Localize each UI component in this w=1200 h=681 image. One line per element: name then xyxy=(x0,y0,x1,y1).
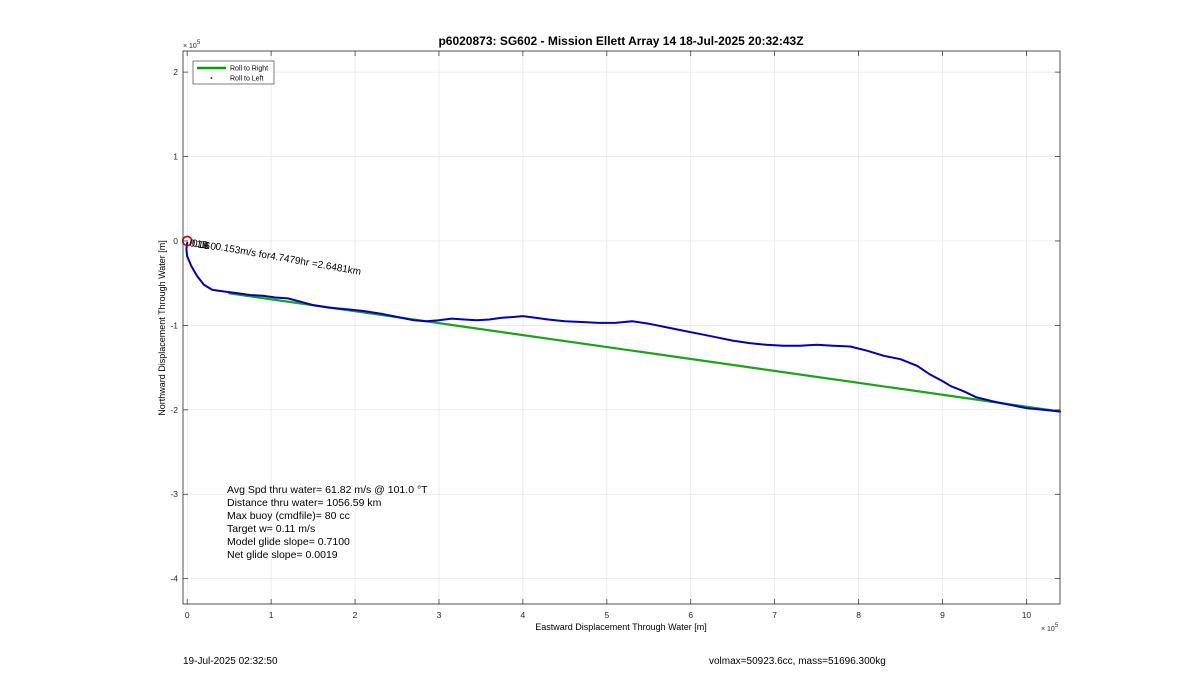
y-tick-label-3: -1 xyxy=(170,320,178,330)
stat-distance: Distance thru water= 1056.59 km xyxy=(227,497,382,509)
y-exponent-label: × 105 xyxy=(183,40,201,50)
plot-background xyxy=(183,51,1060,604)
stat-max-buoy: Max buoy (cmdfile)= 80 cc xyxy=(227,510,350,522)
track-annotation-1: 0.1 xyxy=(191,238,207,251)
plot-area: 0.160.11.60.00.153m/s for4.7479hr =2.648… xyxy=(170,50,1062,620)
grid-lines xyxy=(183,51,1060,604)
stats-block: Avg Spd thru water= 61.82 m/s @ 101.0 °T… xyxy=(227,484,428,562)
x-tick-label-8: 8 xyxy=(856,610,861,620)
footer-timestamp: 19-Jul-2025 02:32:50 xyxy=(183,656,278,667)
x-tick-label-9: 9 xyxy=(940,610,945,620)
x-exponent-base: × 10 xyxy=(1041,626,1055,633)
footer-vol-mass: volmax=50923.6cc, mass=51696.300kg xyxy=(709,656,886,667)
y-axis-label: Northward Displacement Through Water [m] xyxy=(157,240,167,416)
y-tick-label-0: -4 xyxy=(170,574,178,584)
y-tick-label-4: 0 xyxy=(173,236,178,246)
x-tick-label-2: 2 xyxy=(353,610,358,620)
x-axis-label: Eastward Displacement Through Water [m] xyxy=(535,622,707,632)
x-exponent-label: × 105 xyxy=(1041,623,1059,633)
x-tick-label-6: 6 xyxy=(688,610,693,620)
x-tick-label-5: 5 xyxy=(604,610,609,620)
stat-model-glide-slope: Model glide slope= 0.7100 xyxy=(227,536,350,548)
track-annotation-0: 0.16 xyxy=(189,238,211,252)
y-tick-label-2: -2 xyxy=(170,405,178,415)
y-tick-label-1: -3 xyxy=(170,489,178,499)
chart-title: p6020873: SG602 - Mission Ellett Array 1… xyxy=(438,34,803,48)
y-tick-label-5: 1 xyxy=(173,152,178,162)
track-annotation-3: 0.0 xyxy=(201,240,217,253)
x-tick-label-7: 7 xyxy=(772,610,777,620)
stat-net-glide-slope: Net glide slope= 0.0019 xyxy=(227,549,338,561)
x-tick-label-0: 0 xyxy=(185,610,190,620)
legend: Roll to Right Roll to Left xyxy=(192,60,275,85)
stat-target-w: Target w= 0.11 m/s xyxy=(227,523,316,535)
y-exponent-base: × 10 xyxy=(183,43,197,50)
series-line-0 xyxy=(228,292,1062,413)
legend-label-roll-right: Roll to Right xyxy=(230,66,268,73)
stat-avg-speed: Avg Spd thru water= 61.82 m/s @ 101.0 °T xyxy=(227,484,428,496)
x-tick-label-3: 3 xyxy=(437,610,442,620)
legend-label-roll-left: Roll to Left xyxy=(230,76,264,83)
x-tick-label-4: 4 xyxy=(521,610,526,620)
y-tick-label-6: 2 xyxy=(173,67,178,77)
axis-ticks: 0 1 2 3 4 5 6 7 8 9 10 -4 -3 -2 -1 0 1 2 xyxy=(170,51,1060,620)
x-tick-label-1: 1 xyxy=(269,610,274,620)
x-tick-label-10: 10 xyxy=(1022,610,1032,620)
plot-frame xyxy=(182,50,1061,605)
track-annotation-2: 1.6 xyxy=(195,239,211,252)
y-exponent-power: 5 xyxy=(197,40,201,46)
x-exponent-power: 5 xyxy=(1055,623,1059,629)
series-line-1 xyxy=(185,241,1061,413)
legend-swatch-roll-left xyxy=(210,77,213,79)
